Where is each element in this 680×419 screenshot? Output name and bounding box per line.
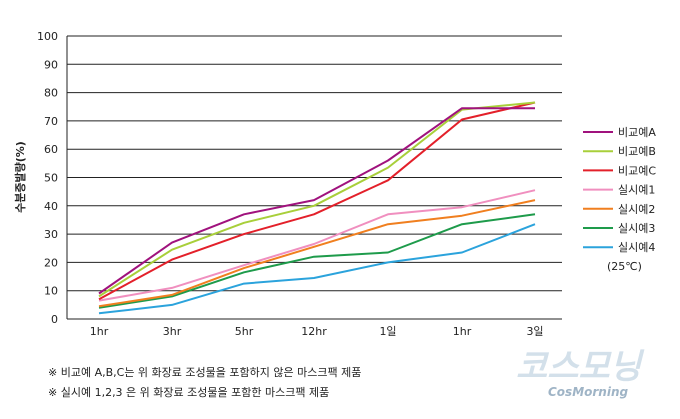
x-tick-label: 1일	[379, 324, 396, 338]
legend-label: 실시예1	[618, 184, 655, 197]
watermark-logo: 코스모닝 CosMorning	[516, 347, 645, 399]
y-tick-label: 50	[44, 172, 58, 185]
footnote-examples: ※ 실시예 1,2,3 은 위 화장료 조성물을 포함한 마스크팩 제품	[48, 386, 330, 399]
legend-label: 실시예2	[618, 203, 655, 216]
y-tick-label: 20	[44, 256, 58, 269]
y-tick-label: 80	[44, 87, 58, 100]
footnote-comparative: ※ 비교예 A,B,C는 위 화장료 조성물을 포함하지 않은 마스크팩 제품	[48, 366, 362, 379]
temperature-annotation: (25℃)	[607, 260, 642, 273]
y-tick-label: 60	[44, 143, 58, 156]
series-line	[98, 213, 536, 309]
y-tick-label: 70	[44, 115, 58, 128]
watermark-sub-text: CosMorning	[548, 385, 628, 399]
legend-label: 비교예C	[618, 164, 656, 177]
y-tick-label: 0	[51, 313, 58, 326]
x-tick-label: 5hr	[235, 325, 254, 338]
watermark-main-text: 코스모닝	[516, 347, 645, 387]
series-line	[98, 101, 536, 301]
x-tick-label: 1hr	[453, 325, 472, 338]
series-lines	[98, 101, 536, 315]
grid	[67, 35, 562, 292]
series-line	[98, 101, 536, 298]
legend: 비교예A 비교예B 비교예C 실시예1 실시예2 실시예3 실시예4	[583, 126, 656, 254]
x-tick-label: 3일	[526, 324, 543, 338]
series-line	[98, 107, 535, 295]
y-tick-label: 30	[44, 228, 58, 241]
series-line	[98, 199, 536, 308]
series-line	[98, 223, 536, 315]
legend-label: 실시예4	[618, 241, 655, 254]
x-tick-label: 3hr	[163, 325, 182, 338]
y-tick-label: 10	[44, 285, 58, 298]
legend-label: 실시예3	[618, 222, 655, 235]
legend-label: 비교예B	[618, 145, 656, 158]
x-tick-labels: 1hr 3hr 5hr 12hr 1일 1hr 3일	[90, 324, 544, 338]
y-tick-label: 40	[44, 200, 58, 213]
x-tick-label: 1hr	[90, 325, 109, 338]
y-tick-labels: 0 10 20 30 40 50 60 70 80 90 100	[37, 30, 58, 326]
y-tick-label: 90	[44, 58, 58, 71]
y-axis-label: 수분증발량(%)	[13, 141, 27, 213]
series-line	[98, 189, 536, 302]
x-tick-label: 12hr	[301, 325, 327, 338]
legend-label: 비교예A	[618, 126, 656, 139]
y-tick-label: 100	[37, 30, 58, 43]
